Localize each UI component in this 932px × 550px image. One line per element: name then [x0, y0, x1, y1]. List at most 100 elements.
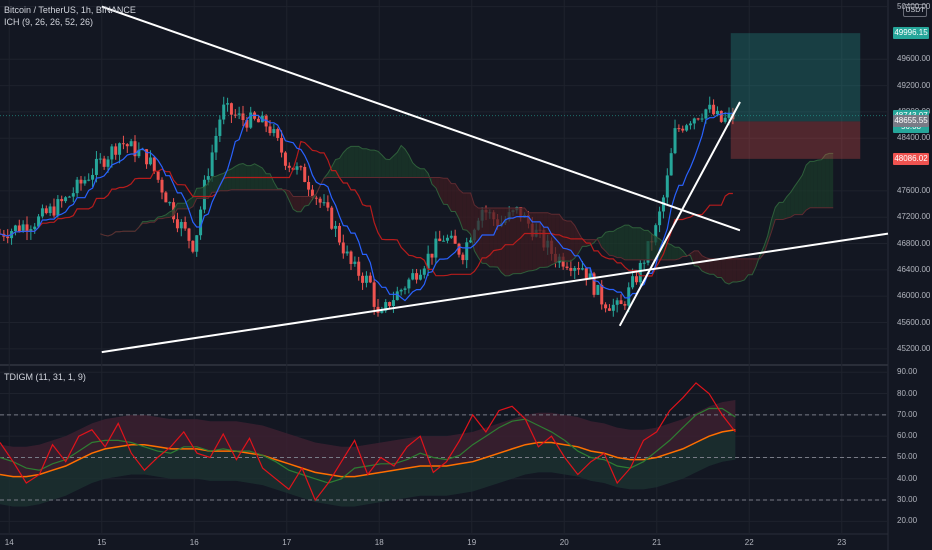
ichimoku-cloud [563, 219, 568, 262]
candle [272, 129, 276, 134]
candle [453, 235, 457, 244]
ichimoku-cloud [443, 178, 448, 205]
date-tick-label: 18 [374, 538, 384, 547]
ichimoku-cloud [702, 255, 706, 273]
ichimoku-cloud [786, 192, 791, 219]
date-tick-label: 14 [4, 538, 14, 547]
candle [40, 208, 44, 217]
ichimoku-cloud [528, 212, 533, 271]
price-tick-label: 45200.00 [897, 343, 931, 353]
date-tick-label: 17 [282, 538, 292, 547]
candle [241, 113, 245, 121]
candle [677, 128, 681, 130]
date-tick-label: 20 [559, 538, 569, 547]
candle [37, 216, 41, 227]
candle [449, 235, 453, 238]
ichimoku-cloud [667, 243, 672, 260]
ichimoku-cloud [300, 196, 305, 212]
ichimoku-cloud [478, 208, 483, 264]
ichimoku-cloud [524, 208, 529, 273]
ichimoku-cloud [516, 208, 521, 274]
ichimoku-cloud [385, 159, 390, 178]
ichimoku-cloud [177, 203, 182, 209]
candle [222, 104, 226, 120]
ichimoku-cloud [717, 258, 722, 278]
candle [60, 199, 64, 202]
candle [260, 115, 264, 123]
ichimoku-cloud [829, 153, 834, 208]
tdi-legend[interactable]: TDIGM (11, 31, 1, 9) [4, 372, 86, 382]
candle [98, 158, 102, 160]
candle [719, 110, 723, 122]
ichimoku-cloud [416, 166, 421, 178]
candle [638, 262, 642, 283]
candle [654, 225, 658, 243]
ichimoku-cloud [401, 145, 406, 178]
ichimoku-cloud [455, 183, 460, 219]
candle [199, 209, 203, 236]
price-tag: 48086.02 [893, 152, 929, 165]
ichimoku-cloud [632, 227, 637, 260]
candle [403, 288, 407, 290]
candle [214, 135, 218, 153]
ichimoku-legend[interactable]: ICH (9, 26, 26, 52, 26) [4, 17, 94, 27]
date-tick-label: 16 [189, 538, 199, 547]
ichimoku-cloud [486, 208, 490, 267]
candle [314, 197, 318, 199]
ichimoku-cloud [397, 145, 402, 178]
candle [191, 240, 195, 252]
ichimoku-cloud [601, 232, 606, 252]
candle [48, 206, 52, 214]
ichimoku-cloud [543, 212, 548, 268]
candle [584, 268, 588, 280]
candle [415, 273, 419, 280]
candle [256, 118, 260, 123]
ichimoku-cloud [740, 258, 745, 282]
ichimoku-cloud [227, 168, 232, 191]
ichimoku-cloud [605, 231, 610, 256]
ichimoku-cloud [435, 177, 440, 197]
tdi-volatility-band [0, 399, 736, 507]
candle [141, 149, 145, 151]
candle [91, 174, 95, 180]
ichimoku-cloud [474, 205, 479, 258]
candle [411, 273, 415, 280]
price-tick-label: 49600.00 [897, 54, 931, 64]
ichimoku-cloud [748, 258, 753, 275]
ichimoku-cloud [439, 177, 444, 205]
candle [669, 153, 673, 176]
ichimoku-cloud [794, 180, 799, 215]
date-tick-label: 15 [97, 538, 107, 547]
ichimoku-cloud [239, 163, 244, 190]
candle [79, 179, 83, 184]
candle [349, 251, 353, 264]
trendline [101, 5, 741, 232]
ichimoku-cloud [644, 230, 649, 260]
candle [218, 119, 222, 136]
ichimoku-cloud [412, 162, 417, 178]
candle [87, 179, 91, 181]
candle [137, 149, 141, 157]
ichimoku-cloud [381, 154, 386, 178]
ichimoku-cloud [825, 153, 830, 208]
candle [708, 104, 712, 110]
ichimoku-cloud [351, 146, 355, 178]
ichimoku-cloud [250, 163, 255, 190]
candle [264, 115, 268, 127]
candle [426, 253, 430, 269]
candle [13, 225, 17, 232]
candle [704, 109, 708, 119]
candle [592, 273, 596, 295]
tdi-tick-label: 40.00 [897, 473, 918, 483]
candle [245, 120, 249, 128]
currency-badge[interactable]: USDT [903, 4, 927, 17]
kijun-line [0, 140, 733, 277]
ichimoku-cloud [331, 159, 336, 178]
candle [384, 302, 388, 311]
ichimoku-cloud [590, 239, 595, 245]
candle [322, 202, 326, 204]
ichimoku-cloud [254, 163, 259, 190]
candle [407, 279, 411, 289]
candle [106, 159, 110, 167]
